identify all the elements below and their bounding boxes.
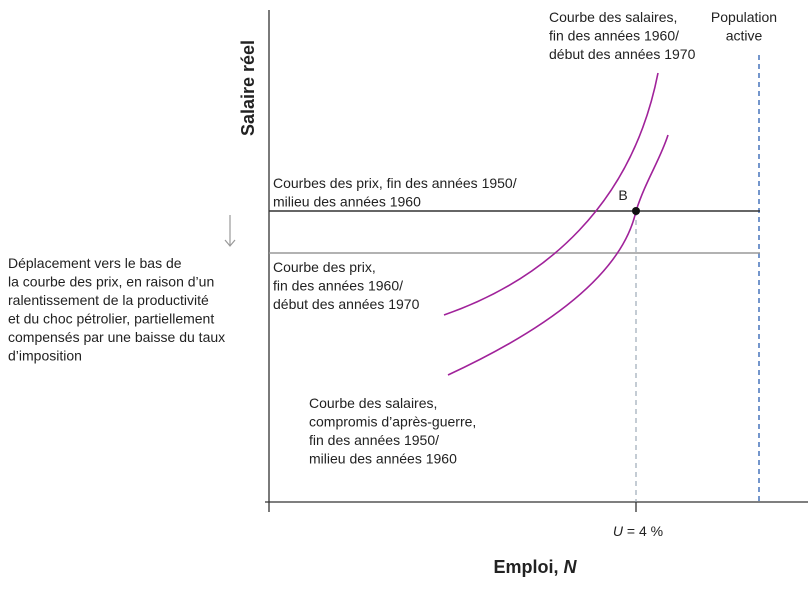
point-b <box>632 207 640 215</box>
x-axis-label: Emploi, N <box>493 557 577 577</box>
wage-curve-early-line: compromis d’après-guerre, <box>309 414 476 430</box>
wage-curve-late-line: fin des années 1960/ <box>549 28 679 44</box>
labor-force-line: Population <box>711 9 777 25</box>
axes <box>265 10 808 512</box>
price-curve-late-line: début des années 1970 <box>273 296 420 312</box>
wage-curve-late <box>443 72 659 316</box>
price-curve-early-line: Courbes des prix, fin des années 1950/ <box>273 175 517 191</box>
shift-arrow <box>224 215 236 247</box>
wage-curve-early <box>447 134 669 376</box>
shift-note-line: compensés par une baisse du taux <box>8 329 225 345</box>
wage-curve-early-line: milieu des années 1960 <box>309 451 457 467</box>
price-curve-late-line: fin des années 1960/ <box>273 278 403 294</box>
point-label: B <box>618 187 627 203</box>
wage-curve-early-line: Courbe des salaires, <box>309 395 437 411</box>
x-label-var: N <box>564 557 578 577</box>
x-tick-var: U <box>613 523 624 539</box>
x-tick-rest: = 4 % <box>623 523 663 539</box>
price-curve-late-line: Courbe des prix, <box>273 259 376 275</box>
shift-note-line: d’imposition <box>8 348 82 364</box>
shift-note-line: et du choc pétrolier, partiellement <box>8 311 214 327</box>
x-tick-label: U = 4 % <box>613 523 663 539</box>
shift-note-line: la courbe des prix, en raison d’un <box>8 274 214 290</box>
shift-note-line: ralentissement de la productivité <box>8 292 209 308</box>
x-label-text: Emploi, <box>493 557 558 577</box>
labels: Courbe des salaires, fin des années 1960/… <box>8 9 777 467</box>
wage-curve-late-line: Courbe des salaires, <box>549 9 677 25</box>
wage-curve-early-line: fin des années 1950/ <box>309 432 439 448</box>
shift-note-line: Déplacement vers le bas de <box>8 255 182 271</box>
labor-force-line: active <box>726 28 763 44</box>
wage-curve-late-line: début des années 1970 <box>549 46 696 62</box>
y-axis-label: Salaire réel <box>238 40 258 136</box>
price-curve-early-line: milieu des années 1960 <box>273 194 421 210</box>
